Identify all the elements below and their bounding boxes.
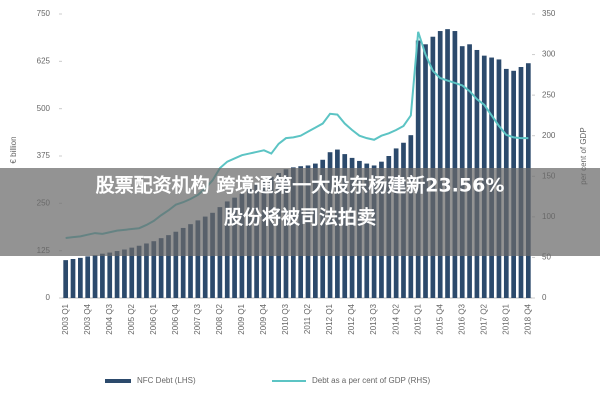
- y-axis-label: € billion: [9, 136, 18, 163]
- bar: [452, 31, 458, 298]
- bar: [85, 256, 91, 298]
- bar: [445, 29, 450, 298]
- y2-tick-label: 200: [542, 131, 556, 140]
- y-tick-label: 375: [37, 151, 51, 160]
- x-tick-label: 2014 Q2: [391, 303, 400, 334]
- y-tick-label: 0: [46, 293, 51, 302]
- y2-tick-label: 50: [542, 253, 551, 262]
- x-tick-label: 2015 Q4: [435, 303, 444, 334]
- y2-axis-label: per cent of GDP: [579, 127, 588, 184]
- bar: [92, 255, 98, 298]
- x-tick-label: 2003 Q4: [83, 303, 92, 334]
- bar: [195, 220, 201, 298]
- x-tick-label: 2009 Q1: [237, 303, 246, 334]
- x-tick-label: 2010 Q3: [281, 303, 290, 334]
- bar: [173, 231, 179, 298]
- banner-text: 股票配资机构 跨境通第一大股东杨建新23.56%: [96, 174, 505, 197]
- x-tick-label: 2018 Q4: [523, 303, 532, 334]
- x-tick-label: 2012 Q4: [347, 303, 356, 334]
- y2-tick-label: 350: [542, 9, 556, 18]
- bar: [78, 257, 83, 298]
- x-tick-label: 2006 Q4: [171, 303, 180, 334]
- y-tick-label: 500: [37, 104, 51, 113]
- x-tick-label: 2011 Q2: [303, 303, 312, 334]
- bar: [63, 260, 69, 298]
- legend-label: NFC Debt (LHS): [137, 376, 196, 385]
- x-tick-label: 2009 Q4: [259, 303, 268, 334]
- x-tick-label: 2018 Q1: [501, 303, 510, 334]
- y-tick-label: 750: [37, 9, 51, 18]
- legend-swatch: [105, 379, 131, 383]
- bar: [122, 249, 127, 298]
- x-tick-label: 2004 Q3: [105, 303, 114, 334]
- bar: [144, 243, 149, 298]
- bar: [188, 224, 193, 298]
- x-tick-label: 2015 Q1: [413, 303, 422, 334]
- x-tick-label: 2007 Q3: [193, 303, 202, 334]
- bar: [136, 245, 142, 298]
- x-tick-label: 2017 Q2: [479, 303, 488, 334]
- bar: [202, 216, 208, 298]
- x-tick-label: 2016 Q3: [457, 303, 466, 334]
- bar: [107, 252, 113, 298]
- bar: [70, 258, 76, 298]
- bar: [129, 247, 135, 298]
- bar: [158, 238, 164, 298]
- y-tick-label: 625: [37, 56, 51, 65]
- bar: [166, 235, 171, 298]
- banner: [0, 168, 600, 256]
- bar: [437, 31, 443, 298]
- x-tick-label: 2005 Q2: [127, 303, 136, 334]
- bar: [180, 227, 186, 298]
- x-tick-label: 2008 Q2: [215, 303, 224, 334]
- y2-tick-label: 0: [542, 293, 547, 302]
- x-tick-label: 2013 Q3: [369, 303, 378, 334]
- legend-label: Debt as a per cent of GDP (RHS): [312, 376, 430, 385]
- bar: [430, 36, 436, 298]
- x-tick-label: 2006 Q1: [149, 303, 158, 334]
- banner-text: 股份将被司法拍卖: [224, 206, 376, 229]
- x-tick-label: 2012 Q1: [325, 303, 334, 334]
- x-tick-label: 2003 Q1: [61, 303, 70, 334]
- bar: [151, 241, 157, 298]
- y2-tick-label: 300: [542, 50, 556, 59]
- y2-tick-label: 250: [542, 90, 556, 99]
- bar: [100, 253, 105, 298]
- bar: [114, 251, 120, 298]
